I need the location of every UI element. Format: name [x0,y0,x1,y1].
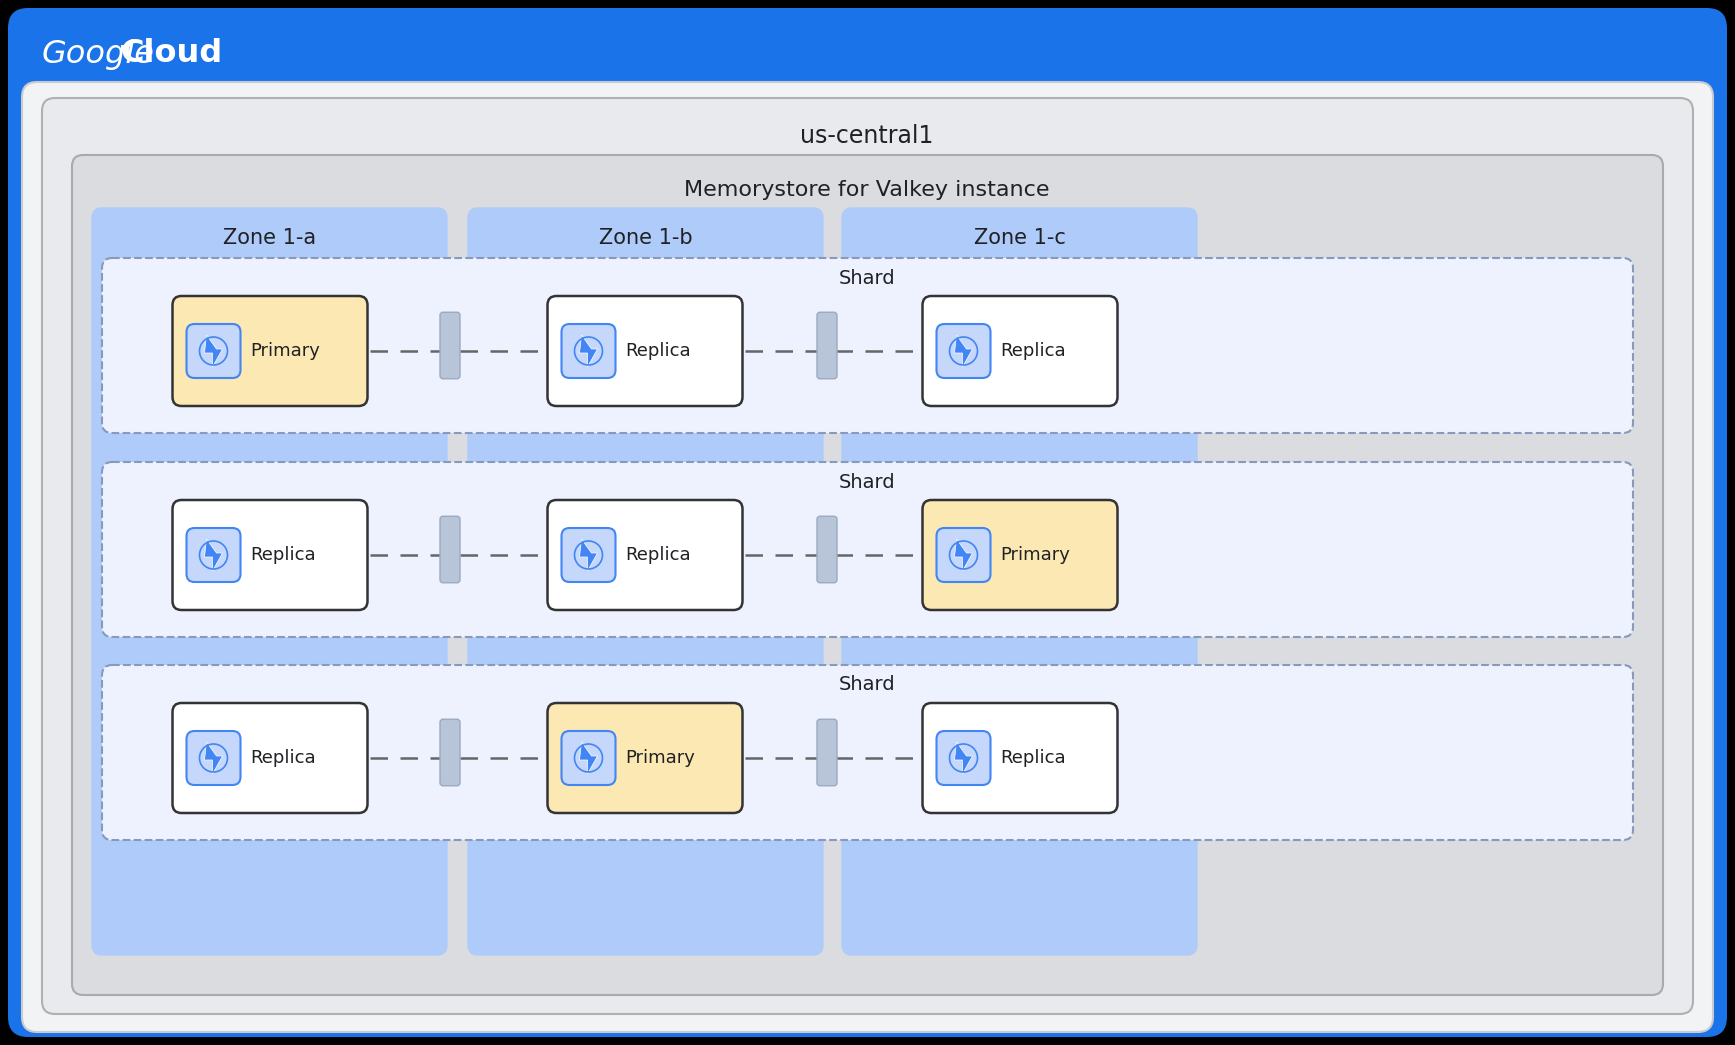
FancyBboxPatch shape [817,719,836,786]
FancyBboxPatch shape [841,208,1197,955]
FancyBboxPatch shape [172,500,368,610]
Text: Replica: Replica [1001,342,1065,359]
Text: Shard: Shard [838,269,895,287]
FancyBboxPatch shape [172,296,368,407]
FancyBboxPatch shape [562,324,616,378]
FancyBboxPatch shape [441,719,460,786]
Text: Primary: Primary [626,749,696,767]
FancyBboxPatch shape [923,500,1117,610]
Text: Zone 1-b: Zone 1-b [599,228,692,248]
Polygon shape [205,335,222,367]
Text: Replica: Replica [626,342,691,359]
Polygon shape [205,539,222,571]
FancyBboxPatch shape [937,324,991,378]
FancyBboxPatch shape [102,258,1633,433]
Text: Cloud: Cloud [120,39,222,70]
Polygon shape [205,742,222,774]
Polygon shape [579,742,597,774]
FancyBboxPatch shape [441,312,460,378]
FancyBboxPatch shape [71,155,1664,995]
FancyBboxPatch shape [548,500,743,610]
FancyBboxPatch shape [186,324,241,378]
FancyBboxPatch shape [937,732,991,785]
Text: us-central1: us-central1 [800,124,933,148]
Text: Replica: Replica [250,545,316,564]
Text: Zone 1-c: Zone 1-c [973,228,1065,248]
FancyBboxPatch shape [548,296,743,407]
Text: Replica: Replica [626,545,691,564]
FancyBboxPatch shape [42,98,1693,1014]
FancyBboxPatch shape [92,208,448,955]
FancyBboxPatch shape [186,732,241,785]
FancyBboxPatch shape [441,516,460,583]
FancyBboxPatch shape [817,516,836,583]
Text: Google: Google [42,39,154,70]
FancyBboxPatch shape [562,732,616,785]
Text: Primary: Primary [1001,545,1070,564]
FancyBboxPatch shape [186,528,241,582]
FancyBboxPatch shape [923,296,1117,407]
FancyBboxPatch shape [468,208,822,955]
FancyBboxPatch shape [172,703,368,813]
Text: Replica: Replica [1001,749,1065,767]
FancyBboxPatch shape [102,462,1633,637]
FancyBboxPatch shape [9,8,1726,1037]
Polygon shape [954,539,973,571]
Polygon shape [579,335,597,367]
FancyBboxPatch shape [562,528,616,582]
Polygon shape [954,742,973,774]
Text: Replica: Replica [250,749,316,767]
Text: Shard: Shard [838,472,895,491]
FancyBboxPatch shape [548,703,743,813]
Polygon shape [579,539,597,571]
Text: Primary: Primary [250,342,321,359]
FancyBboxPatch shape [23,82,1712,1032]
FancyBboxPatch shape [817,312,836,378]
FancyBboxPatch shape [102,665,1633,840]
Text: Memorystore for Valkey instance: Memorystore for Valkey instance [684,180,1050,200]
Text: Zone 1-a: Zone 1-a [222,228,316,248]
FancyBboxPatch shape [923,703,1117,813]
Text: Shard: Shard [838,675,895,695]
Polygon shape [954,335,973,367]
FancyBboxPatch shape [937,528,991,582]
